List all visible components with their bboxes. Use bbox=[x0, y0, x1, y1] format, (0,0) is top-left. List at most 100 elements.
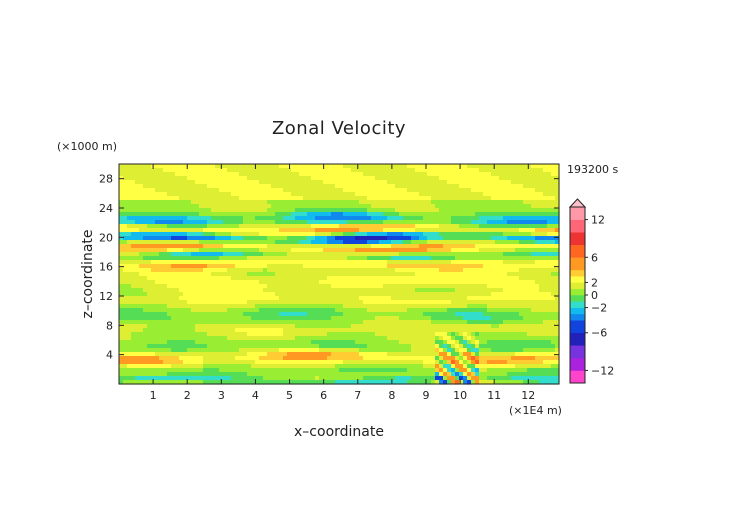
field-cell bbox=[127, 248, 132, 253]
field-cell bbox=[275, 260, 280, 265]
field-cell bbox=[507, 304, 512, 309]
field-cell bbox=[495, 200, 500, 205]
field-cell bbox=[455, 284, 460, 289]
field-cell bbox=[159, 216, 164, 221]
field-cell bbox=[447, 196, 452, 201]
field-cell bbox=[239, 228, 244, 233]
field-cell bbox=[139, 292, 144, 297]
field-cell bbox=[515, 324, 520, 329]
field-cell bbox=[515, 276, 520, 281]
field-cell bbox=[355, 204, 360, 209]
field-cell bbox=[167, 168, 172, 173]
field-cell bbox=[259, 196, 264, 201]
field-cell bbox=[311, 276, 316, 281]
field-cell bbox=[155, 268, 160, 273]
field-cell bbox=[431, 312, 436, 317]
field-cell bbox=[427, 196, 432, 201]
field-cell bbox=[231, 216, 236, 221]
field-cell bbox=[147, 256, 152, 261]
field-cell bbox=[119, 336, 124, 341]
field-cell bbox=[323, 304, 328, 309]
field-cell bbox=[295, 216, 300, 221]
field-cell bbox=[323, 192, 328, 197]
field-cell bbox=[251, 308, 256, 313]
field-cell bbox=[131, 204, 136, 209]
field-cell bbox=[155, 236, 160, 241]
field-cell bbox=[295, 268, 300, 273]
field-cell bbox=[391, 168, 396, 173]
field-cell bbox=[527, 264, 532, 269]
field-cell bbox=[527, 236, 532, 241]
field-cell bbox=[375, 256, 380, 261]
field-cell bbox=[291, 340, 296, 345]
field-cell bbox=[411, 264, 416, 269]
field-cell bbox=[251, 260, 256, 265]
field-cell bbox=[191, 188, 196, 193]
field-cell bbox=[503, 316, 508, 321]
field-cell bbox=[523, 168, 528, 173]
field-cell bbox=[455, 336, 460, 341]
field-cell bbox=[187, 184, 192, 189]
field-cell bbox=[119, 196, 124, 201]
field-cell bbox=[219, 248, 224, 253]
field-cell bbox=[307, 176, 312, 181]
field-cell bbox=[371, 332, 376, 337]
field-cell bbox=[151, 180, 156, 185]
field-cell bbox=[219, 316, 224, 321]
field-cell bbox=[347, 320, 352, 325]
field-cell bbox=[295, 264, 300, 269]
field-cell bbox=[227, 208, 232, 213]
field-cell bbox=[227, 260, 232, 265]
field-cell bbox=[231, 324, 236, 329]
field-cell bbox=[399, 204, 404, 209]
field-cell bbox=[239, 188, 244, 193]
field-cell bbox=[367, 288, 372, 293]
field-cell bbox=[491, 244, 496, 249]
field-cell bbox=[387, 276, 392, 281]
field-cell bbox=[451, 312, 456, 317]
field-cell bbox=[335, 236, 340, 241]
field-cell bbox=[455, 292, 460, 297]
field-cell bbox=[431, 188, 436, 193]
field-cell bbox=[547, 208, 552, 213]
field-cell bbox=[187, 276, 192, 281]
field-cell bbox=[483, 232, 488, 237]
field-cell bbox=[191, 208, 196, 213]
field-cell bbox=[283, 196, 288, 201]
field-cell bbox=[303, 264, 308, 269]
field-cell bbox=[291, 292, 296, 297]
field-cell bbox=[119, 320, 124, 325]
field-cell bbox=[351, 208, 356, 213]
field-cell bbox=[371, 200, 376, 205]
field-cell bbox=[303, 172, 308, 177]
field-cell bbox=[315, 224, 320, 229]
field-cell bbox=[535, 300, 540, 305]
field-cell bbox=[127, 244, 132, 249]
field-cell bbox=[351, 292, 356, 297]
field-cell bbox=[303, 328, 308, 333]
field-cell bbox=[367, 244, 372, 249]
field-cell bbox=[239, 224, 244, 229]
field-cell bbox=[307, 252, 312, 257]
field-cell bbox=[275, 300, 280, 305]
field-cell bbox=[251, 248, 256, 253]
field-cell bbox=[295, 324, 300, 329]
field-cell bbox=[299, 196, 304, 201]
field-cell bbox=[511, 208, 516, 213]
field-cell bbox=[427, 208, 432, 213]
field-cell bbox=[123, 236, 128, 241]
field-cell bbox=[391, 208, 396, 213]
field-cell bbox=[219, 176, 224, 181]
field-cell bbox=[523, 340, 528, 345]
field-cell bbox=[227, 228, 232, 233]
field-cell bbox=[251, 252, 256, 257]
field-cell bbox=[303, 232, 308, 237]
field-cell bbox=[163, 192, 168, 197]
field-cell bbox=[519, 332, 524, 337]
field-cell bbox=[183, 184, 188, 189]
field-cell bbox=[415, 336, 420, 341]
field-cell bbox=[447, 236, 452, 241]
field-cell bbox=[503, 184, 508, 189]
field-cell bbox=[215, 204, 220, 209]
field-cell bbox=[331, 324, 336, 329]
